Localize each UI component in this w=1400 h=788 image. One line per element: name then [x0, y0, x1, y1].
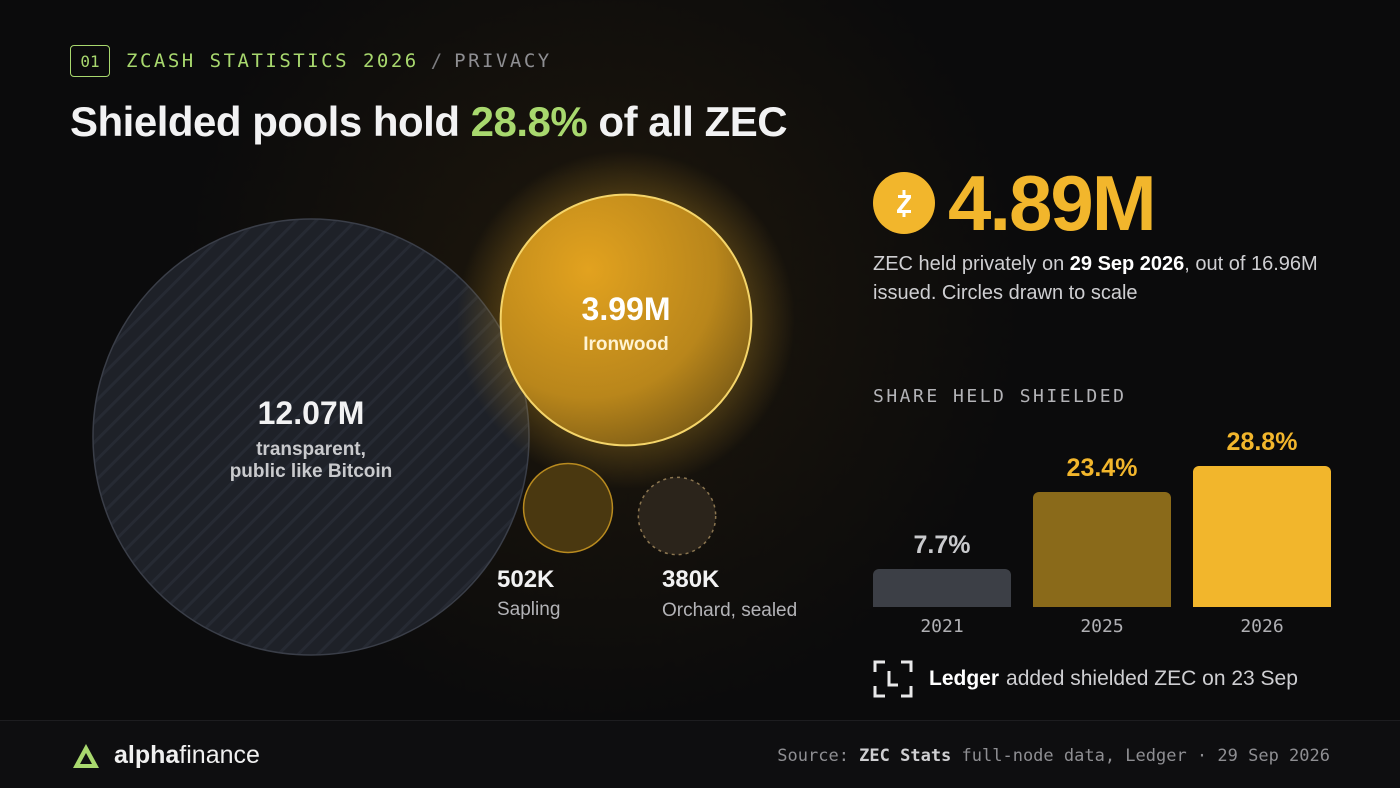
bubble-label-transparent-1: transparent,: [256, 439, 366, 460]
brand-logo: alpha finance: [72, 741, 260, 770]
share-bar-chart: 7.7% 2021 23.4% 2025 28.8% 2026: [873, 420, 1343, 650]
bar-value-label-2021: 7.7%: [913, 531, 971, 560]
section-number-badge: 01: [70, 45, 110, 77]
summary-description: ZEC held privately on 29 Sep 2026, out o…: [873, 250, 1343, 308]
bar-category-label-2021: 2021: [920, 616, 964, 637]
bubble-2: [522, 462, 614, 554]
bubble-value-transparent: 12.07M: [258, 395, 365, 431]
footer: alpha finance Source: ZEC Stats full-node…: [0, 720, 1400, 788]
bar-2026: [1193, 466, 1331, 607]
source-rest: full-node data, Ledger · 29 Sep 2026: [951, 746, 1330, 766]
bar-value-label-2026: 28.8%: [1226, 428, 1298, 456]
bar-2025: [1033, 492, 1171, 607]
bar-chart-title: SHARE HELD SHIELDED: [873, 386, 1127, 407]
bubble-value-orchard: 380K: [662, 566, 720, 593]
bar-category-label-2025: 2025: [1080, 616, 1124, 637]
brand-rest: finance: [179, 741, 260, 769]
ledger-icon: [873, 660, 913, 698]
kicker-title: ZCASH STATISTICS 2026: [126, 50, 419, 72]
bar-2021: [873, 569, 1011, 607]
headline-after: of all ZEC: [587, 98, 788, 145]
bubble-value-ironwood: 3.99M: [582, 291, 671, 327]
alphafinance-logo-icon: [73, 743, 99, 768]
headline: Shielded pools hold 28.8% of all ZEC: [70, 98, 788, 146]
bubble-label-orchard: Orchard, sealed: [662, 600, 797, 621]
kicker-separator: /: [430, 50, 443, 72]
source-prefix: Source:: [777, 746, 860, 766]
brand-bold: alpha: [114, 741, 180, 769]
bubble-label-transparent-2: public like Bitcoin: [230, 461, 393, 482]
ledger-note: Ledger added shielded ZEC on 23 Sep: [873, 660, 1298, 698]
bubble-label-ironwood: Ironwood: [583, 334, 668, 355]
kicker: 01 ZCASH STATISTICS 2026 / PRIVACY: [70, 43, 552, 79]
desc-suffix: , out of 16.96M issued. Circles drawn to…: [873, 253, 1318, 304]
headline-highlight: 28.8%: [470, 98, 588, 145]
desc-date: 29 Sep 2026: [1069, 253, 1185, 275]
shielded-total: 4.89M: [948, 159, 1157, 247]
ledger-text: added shielded ZEC on 23 Sep: [1006, 667, 1298, 690]
bubble-label-sapling: Sapling: [497, 599, 560, 620]
bar-value-label-2025: 23.4%: [1066, 454, 1138, 483]
desc-prefix: ZEC held privately on: [873, 253, 1070, 275]
kicker-section: PRIVACY: [454, 50, 552, 72]
source-name: ZEC Stats: [859, 746, 952, 766]
bubble-value-sapling: 502K: [497, 566, 555, 593]
bubble-3: [637, 476, 717, 556]
zec-coin-icon: [873, 172, 935, 234]
bubble-chart: 12.07M transparent,public like Bitcoin 3.9…: [92, 150, 797, 656]
headline-before: Shielded pools hold: [70, 98, 471, 145]
ledger-name: Ledger: [929, 667, 1000, 690]
source-line: Source: ZEC Stats full-node data, Ledger…: [777, 746, 1330, 766]
bubble-1: [499, 193, 753, 447]
bar-category-label-2026: 2026: [1240, 616, 1284, 637]
